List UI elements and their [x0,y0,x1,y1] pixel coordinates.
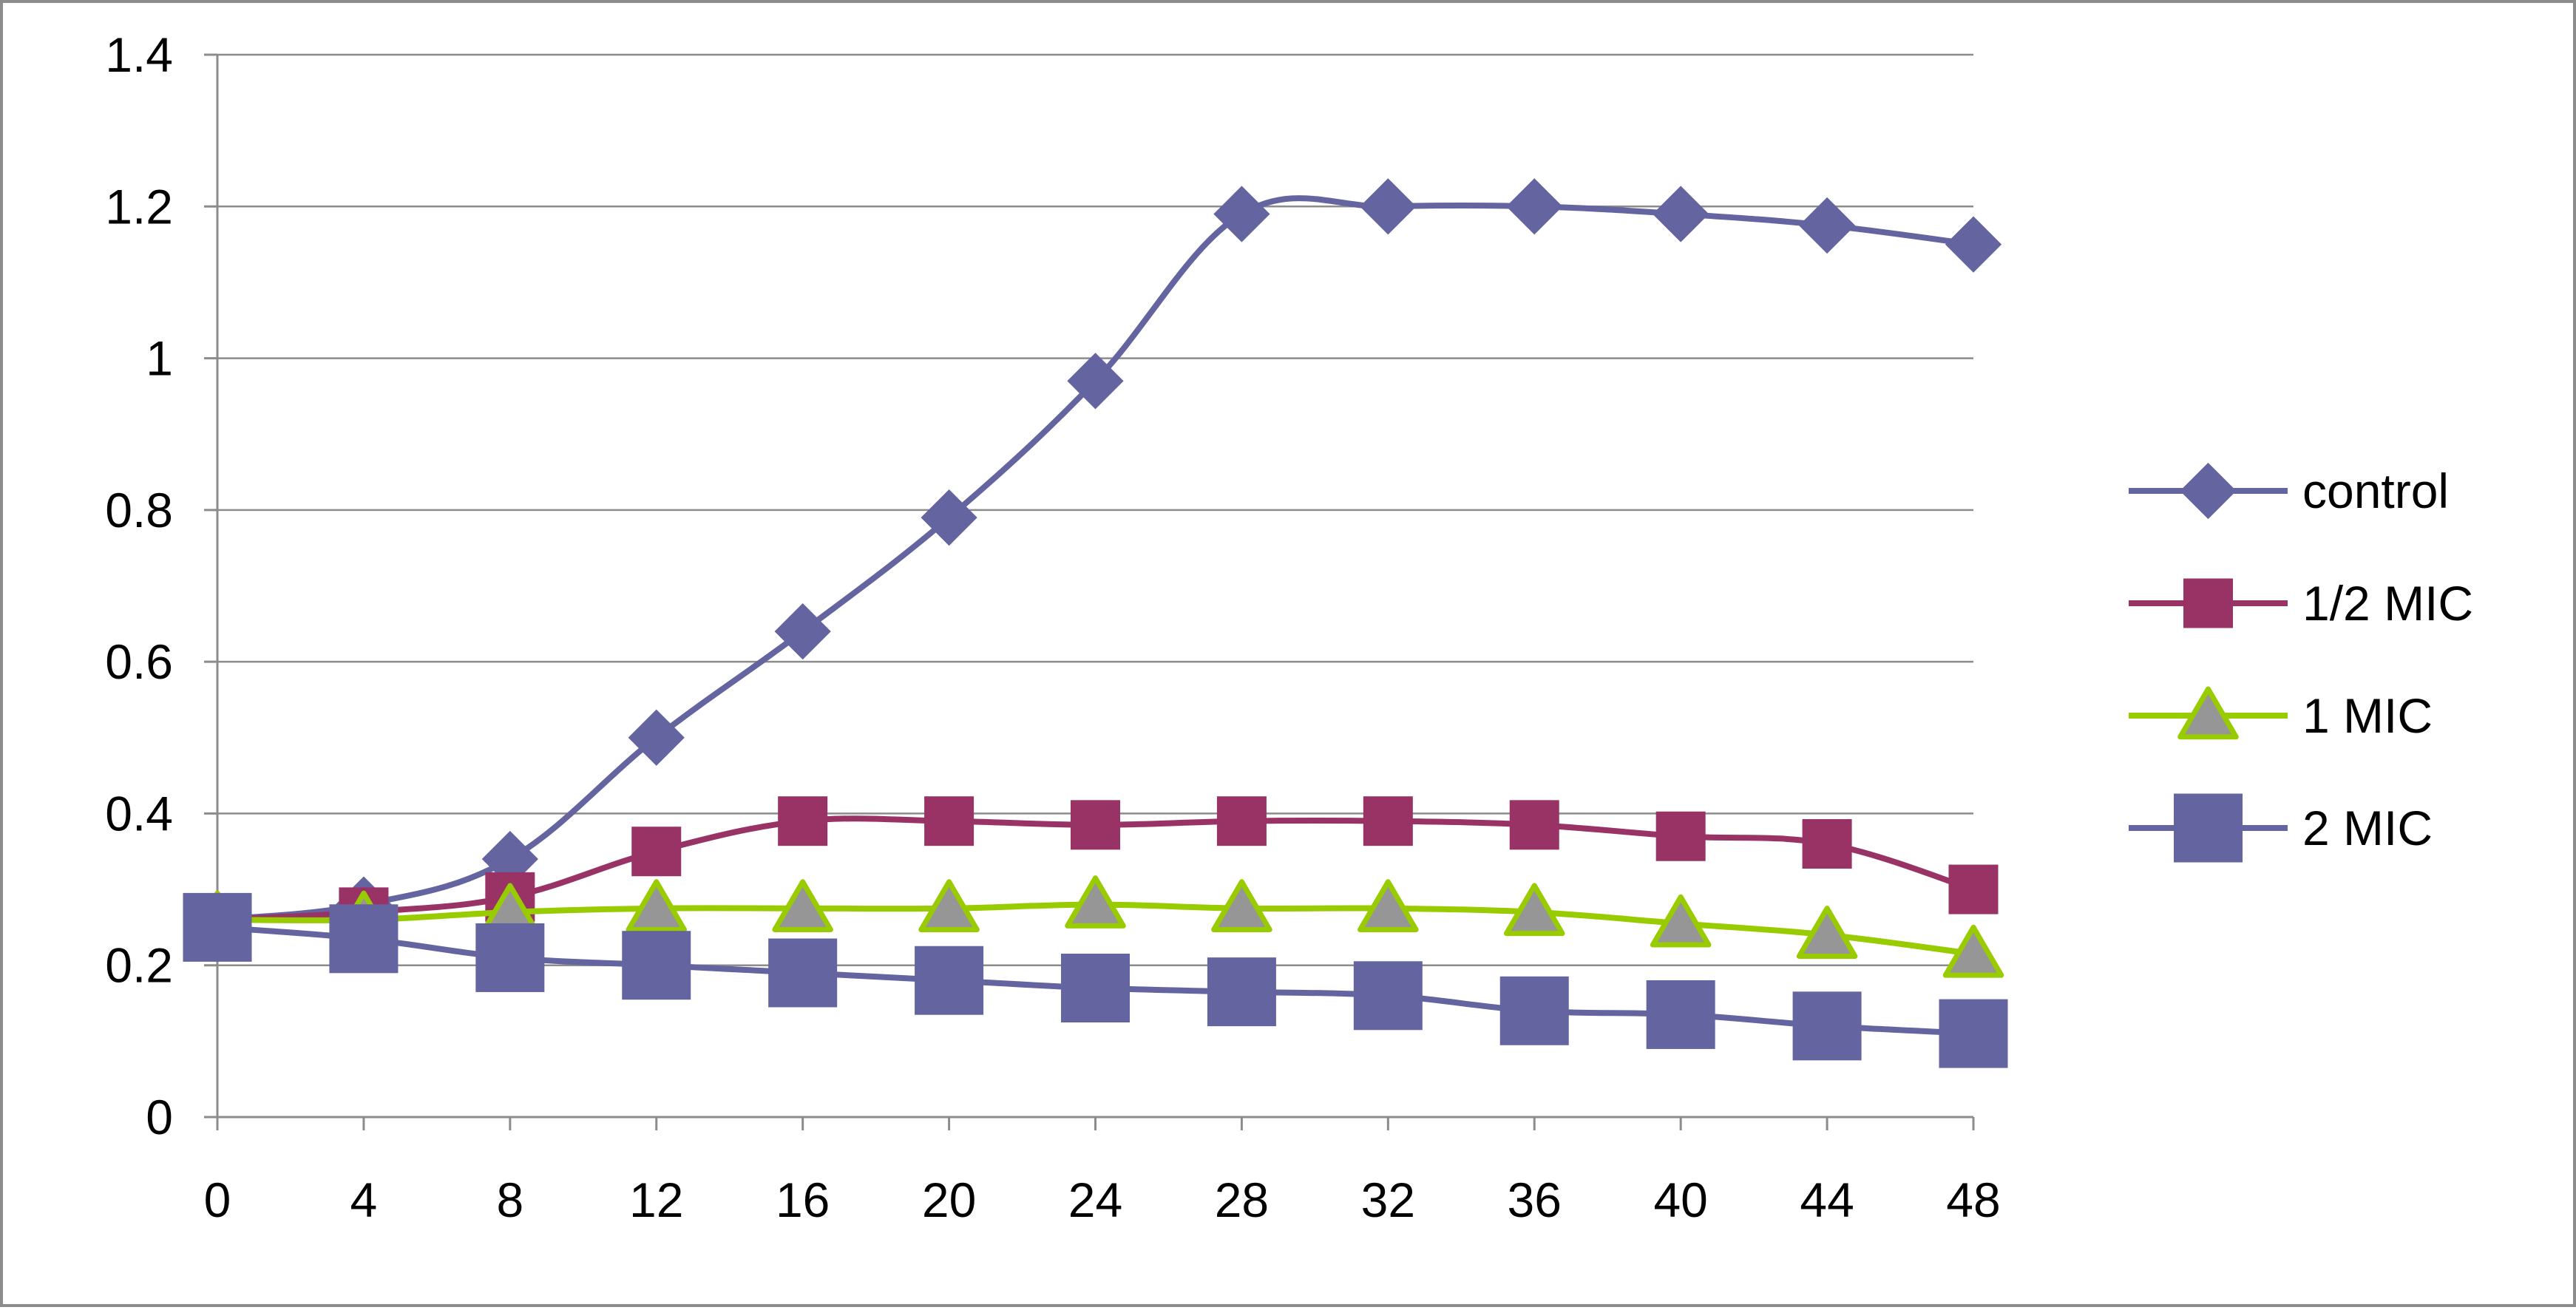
data-point [774,603,831,660]
data-point [918,879,980,933]
x-tick-label: 24 [1068,1172,1122,1227]
data-point [1216,796,1267,846]
legend-item: 2 MIC [2129,793,2433,863]
y-tick-label: 1.2 [105,179,173,234]
x-tick-label: 4 [350,1172,378,1227]
legend-marker [2174,793,2243,863]
data-point [183,892,252,962]
data-point [1653,186,1709,242]
data-point [1798,197,1856,254]
legend-item: control [2129,462,2449,520]
data-point [1211,879,1272,933]
data-point [778,796,828,846]
y-tick-label: 0.4 [105,786,173,841]
data-point [329,904,399,974]
x-tick-label: 44 [1800,1172,1854,1227]
data-point [1939,999,2008,1068]
legend-label: 1 MIC [2302,688,2433,743]
data-point [1213,186,1270,242]
legend-label: 1/2 MIC [2302,576,2473,631]
data-point [1363,796,1413,846]
legend-item: 1/2 MIC [2129,576,2473,631]
x-tick-label: 40 [1653,1172,1707,1227]
x-tick-label: 16 [776,1172,830,1227]
data-point [1065,875,1126,929]
series-2-mic [183,892,2008,1068]
data-point [1499,976,1569,1045]
data-point [1792,991,1862,1061]
data-point [1067,353,1124,410]
axis-layer: 00.20.40.60.811.21.40 4 8 12 16 20 24 28 32 36 40 4… [105,27,2000,1227]
data-point [1942,924,2004,978]
data-point [628,709,685,766]
y-tick-label: 0.8 [105,483,173,537]
x-tick-label: 20 [922,1172,976,1227]
x-tick-label: 48 [1946,1172,2000,1227]
data-point [1503,883,1565,937]
legend-label: 2 MIC [2302,801,2433,855]
legend-marker [2183,578,2233,628]
data-point [1646,980,1715,1049]
data-point [768,938,838,1008]
data-point [1360,178,1417,235]
data-point [1061,954,1130,1023]
data-point [1650,894,1712,948]
legend-marker [2180,462,2237,520]
data-point [924,796,975,846]
y-tick-label: 0.6 [105,634,173,689]
data-point [1802,818,1852,869]
x-tick-label: 36 [1508,1172,1562,1227]
legend: control 1/2 MIC 1 MIC 2 MIC [2129,462,2473,863]
data-point [1796,906,1858,959]
series-1-mic [186,875,2004,978]
data-point [1353,961,1423,1031]
y-tick-label: 1.4 [105,27,173,82]
data-point [631,827,682,877]
line-chart: 00.20.40.60.811.21.40 4 8 12 16 20 24 28 32 36 40 4… [105,27,2473,1227]
x-tick-label: 0 [204,1172,231,1227]
data-point [1948,864,1999,914]
data-point [921,489,977,546]
data-point [1506,178,1563,235]
data-point [475,923,545,992]
x-tick-label: 8 [496,1172,523,1227]
data-point [1207,957,1276,1027]
series-layer [183,178,2008,1068]
data-point [622,931,691,1000]
data-point [1945,216,2002,273]
x-tick-label: 32 [1361,1172,1415,1227]
legend-label: control [2302,464,2449,518]
data-point [772,879,833,933]
data-point [626,879,688,933]
data-point [1071,800,1120,850]
y-tick-label: 1 [146,331,173,386]
data-point [1655,811,1706,861]
y-tick-label: 0.2 [105,938,173,993]
data-point [1358,879,1419,933]
data-point [915,946,984,1015]
data-point [1509,800,1559,850]
x-tick-label: 28 [1215,1172,1269,1227]
legend-item: 1 MIC [2129,686,2433,743]
y-tick-label: 0 [146,1090,173,1144]
legend-marker [2177,686,2239,740]
x-tick-label: 12 [629,1172,683,1227]
